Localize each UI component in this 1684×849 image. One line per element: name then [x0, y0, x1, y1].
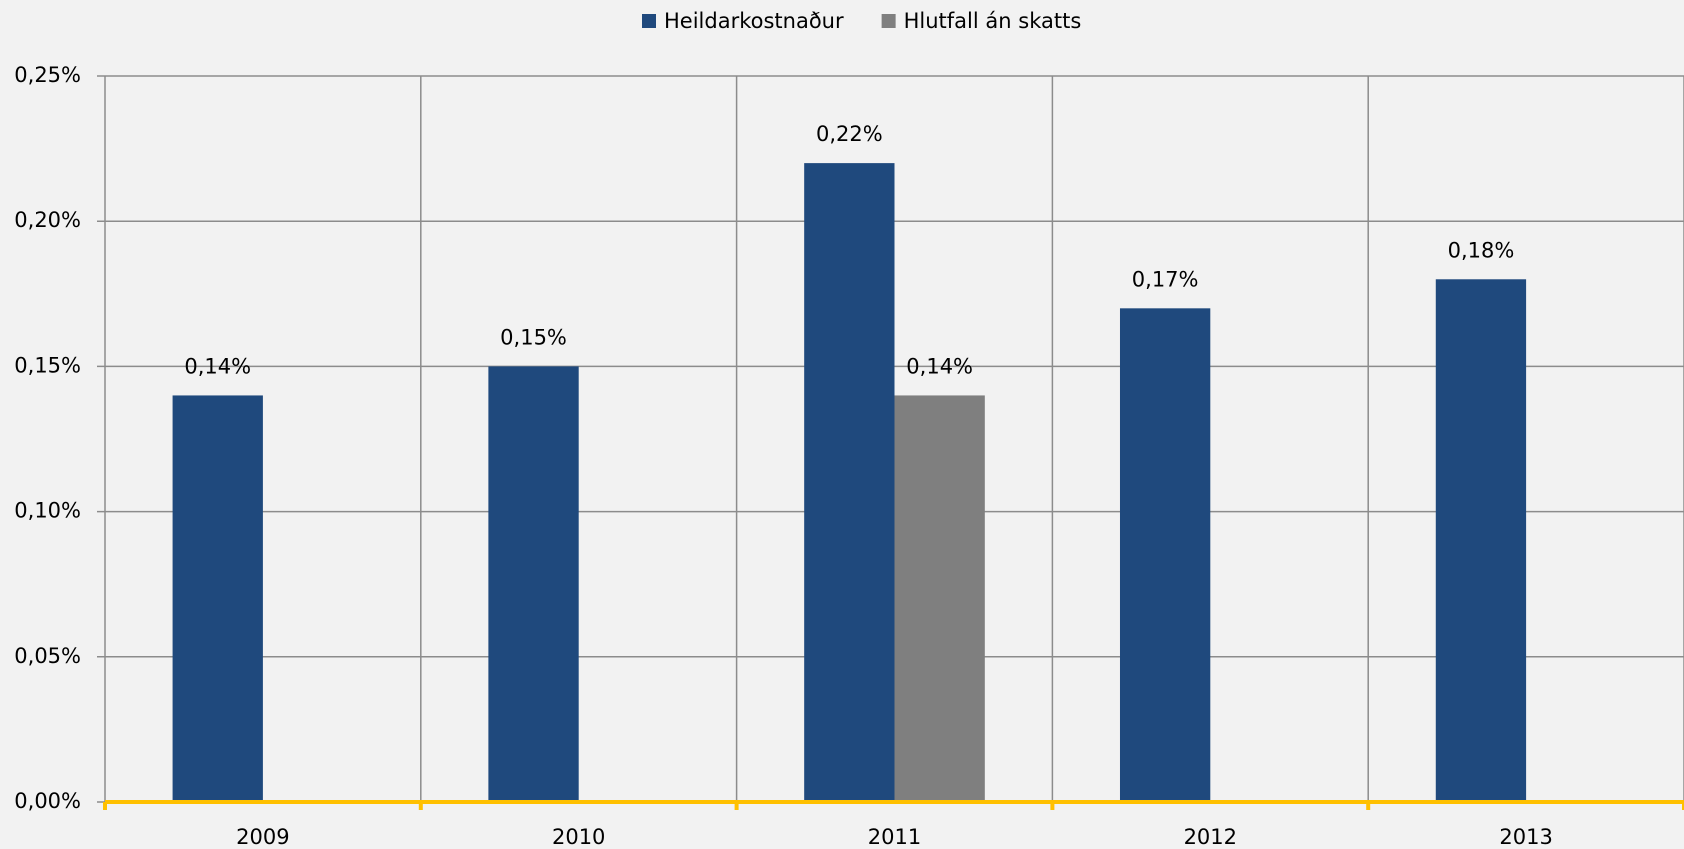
data-label: 0,15% [500, 325, 567, 349]
data-label: 0,14% [184, 354, 251, 378]
y-tick-label: 0,20% [14, 208, 81, 232]
y-tick-label: 0,00% [14, 789, 81, 813]
bar [804, 163, 895, 802]
y-tick-label: 0,15% [14, 353, 81, 377]
x-tick-label: 2010 [552, 825, 605, 849]
data-label: 0,17% [1132, 267, 1199, 291]
bar [1435, 279, 1527, 802]
x-tick-label: 2009 [236, 825, 289, 849]
bar [172, 395, 263, 802]
x-tick-label: 2012 [1184, 825, 1237, 849]
bar [488, 366, 579, 802]
bar [894, 395, 985, 802]
x-tick-label: 2011 [868, 825, 921, 849]
bar [1119, 308, 1211, 802]
y-tick-label: 0,25% [14, 63, 81, 87]
legend-swatch [642, 14, 656, 28]
data-label: 0,14% [906, 354, 973, 378]
data-label: 0,18% [1448, 238, 1515, 262]
legend-swatch [881, 14, 896, 28]
legend-label: Heildarkostnaður [664, 9, 844, 33]
data-label: 0,22% [816, 122, 883, 146]
legend-label: Hlutfall án skatts [904, 9, 1082, 33]
y-tick-label: 0,10% [14, 499, 81, 523]
y-tick-label: 0,05% [14, 644, 81, 668]
x-tick-label: 2013 [1499, 825, 1552, 849]
